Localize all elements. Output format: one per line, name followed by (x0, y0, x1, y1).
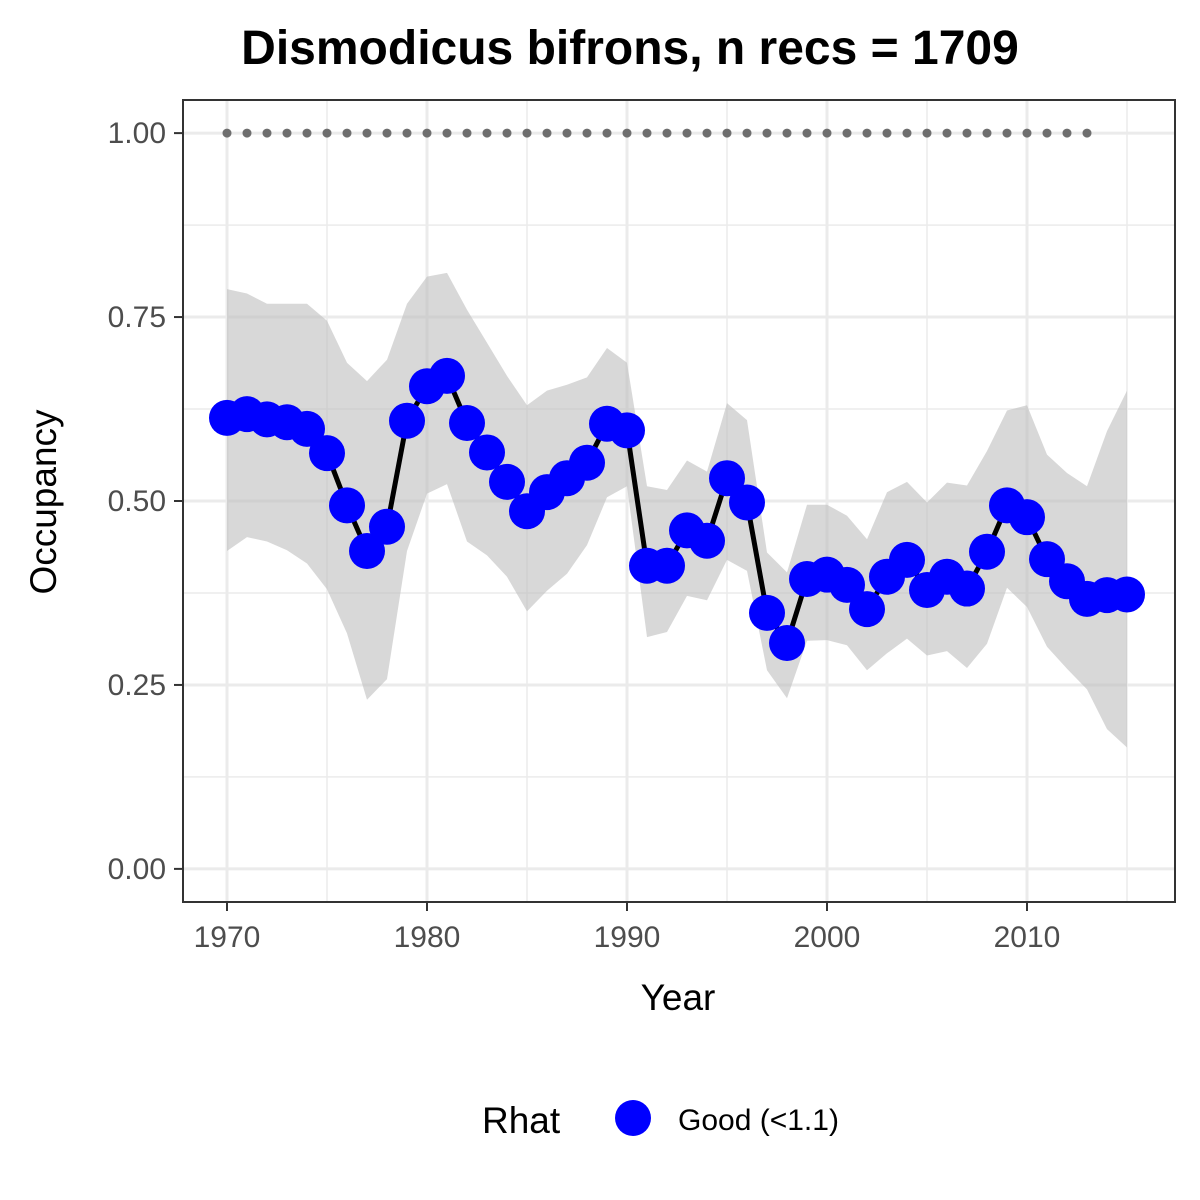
reference-dot (662, 128, 672, 138)
y-tick-label: 1.00 (108, 117, 166, 150)
reference-dot (542, 128, 552, 138)
occupancy-point (289, 410, 325, 447)
y-tick-label: 0.25 (108, 669, 166, 702)
legend: Rhat Good (<1.1) (482, 1100, 839, 1141)
reference-dot (1022, 128, 1032, 138)
reference-dot (1082, 128, 1092, 138)
occupancy-point (609, 412, 645, 449)
y-tick-label: 0.75 (108, 301, 166, 334)
occupancy-point (969, 533, 1005, 570)
reference-dot (762, 128, 772, 138)
reference-dot (962, 128, 972, 138)
reference-dot (1042, 128, 1052, 138)
reference-dot (782, 128, 792, 138)
reference-dot (922, 128, 932, 138)
y-axis-title: Occupancy (23, 409, 64, 595)
occupancy-point (329, 487, 365, 524)
x-tick-label: 2000 (794, 921, 861, 954)
occupancy-points-layer (209, 357, 1145, 662)
occupancy-point (489, 463, 525, 500)
legend-label-good: Good (<1.1) (678, 1104, 839, 1137)
occupancy-point (349, 533, 385, 570)
reference-dot (822, 128, 832, 138)
legend-key-good (615, 1100, 651, 1136)
reference-dot (1002, 128, 1012, 138)
occupancy-point (469, 434, 505, 471)
occupancy-point (749, 594, 785, 631)
occupancy-point (849, 591, 885, 628)
occupancy-point (689, 522, 725, 559)
occupancy-point (1009, 499, 1045, 536)
occupancy-point (709, 460, 745, 497)
x-tick-label: 1980 (394, 921, 461, 954)
reference-dot (642, 128, 652, 138)
x-tick-label: 1990 (594, 921, 661, 954)
y-axis-ticks: 0.00 0.25 0.50 0.75 1.00 (108, 117, 183, 886)
reference-dot (842, 128, 852, 138)
reference-dot (882, 128, 892, 138)
reference-dots-layer (222, 128, 1092, 138)
reference-dot (242, 128, 252, 138)
x-tick-label: 1970 (194, 921, 261, 954)
reference-dot (622, 128, 632, 138)
reference-dot (682, 128, 692, 138)
reference-dot (802, 128, 812, 138)
chart-title: Dismodicus bifrons, n recs = 1709 (241, 22, 1019, 75)
reference-dot (302, 128, 312, 138)
occupancy-point (569, 444, 605, 481)
occupancy-point (389, 402, 425, 439)
reference-dot (382, 128, 392, 138)
reference-dot (402, 128, 412, 138)
occupancy-point (649, 547, 685, 584)
reference-dot (1062, 128, 1072, 138)
reference-dot (982, 128, 992, 138)
reference-dot (442, 128, 452, 138)
legend-title: Rhat (482, 1100, 561, 1141)
reference-dot (322, 128, 332, 138)
reference-dot (702, 128, 712, 138)
occupancy-point (1109, 576, 1145, 613)
x-tick-label: 2010 (994, 921, 1061, 954)
reference-dot (502, 128, 512, 138)
occupancy-point (769, 625, 805, 662)
y-tick-label: 0.00 (108, 853, 166, 886)
reference-dot (482, 128, 492, 138)
reference-dot (942, 128, 952, 138)
reference-dot (342, 128, 352, 138)
occupancy-point (369, 508, 405, 545)
reference-dot (262, 128, 272, 138)
y-tick-label: 0.50 (108, 485, 166, 518)
reference-dot (582, 128, 592, 138)
reference-dot (362, 128, 372, 138)
occupancy-point (889, 541, 925, 578)
occupancy-point (829, 566, 865, 603)
reference-dot (462, 128, 472, 138)
reference-dot (562, 128, 572, 138)
occupancy-point (949, 570, 985, 607)
reference-dot (522, 128, 532, 138)
reference-dot (602, 128, 612, 138)
occupancy-point (429, 357, 465, 394)
reference-dot (282, 128, 292, 138)
reference-dot (722, 128, 732, 138)
occupancy-point (449, 405, 485, 442)
reference-dot (222, 128, 232, 138)
reference-dot (742, 128, 752, 138)
reference-dot (422, 128, 432, 138)
occupancy-point (309, 435, 345, 472)
reference-dot (902, 128, 912, 138)
x-axis-ticks: 1970 1980 1990 2000 2010 (194, 902, 1061, 954)
reference-dot (862, 128, 872, 138)
occupancy-point (729, 484, 765, 521)
x-axis-title: Year (641, 977, 716, 1018)
